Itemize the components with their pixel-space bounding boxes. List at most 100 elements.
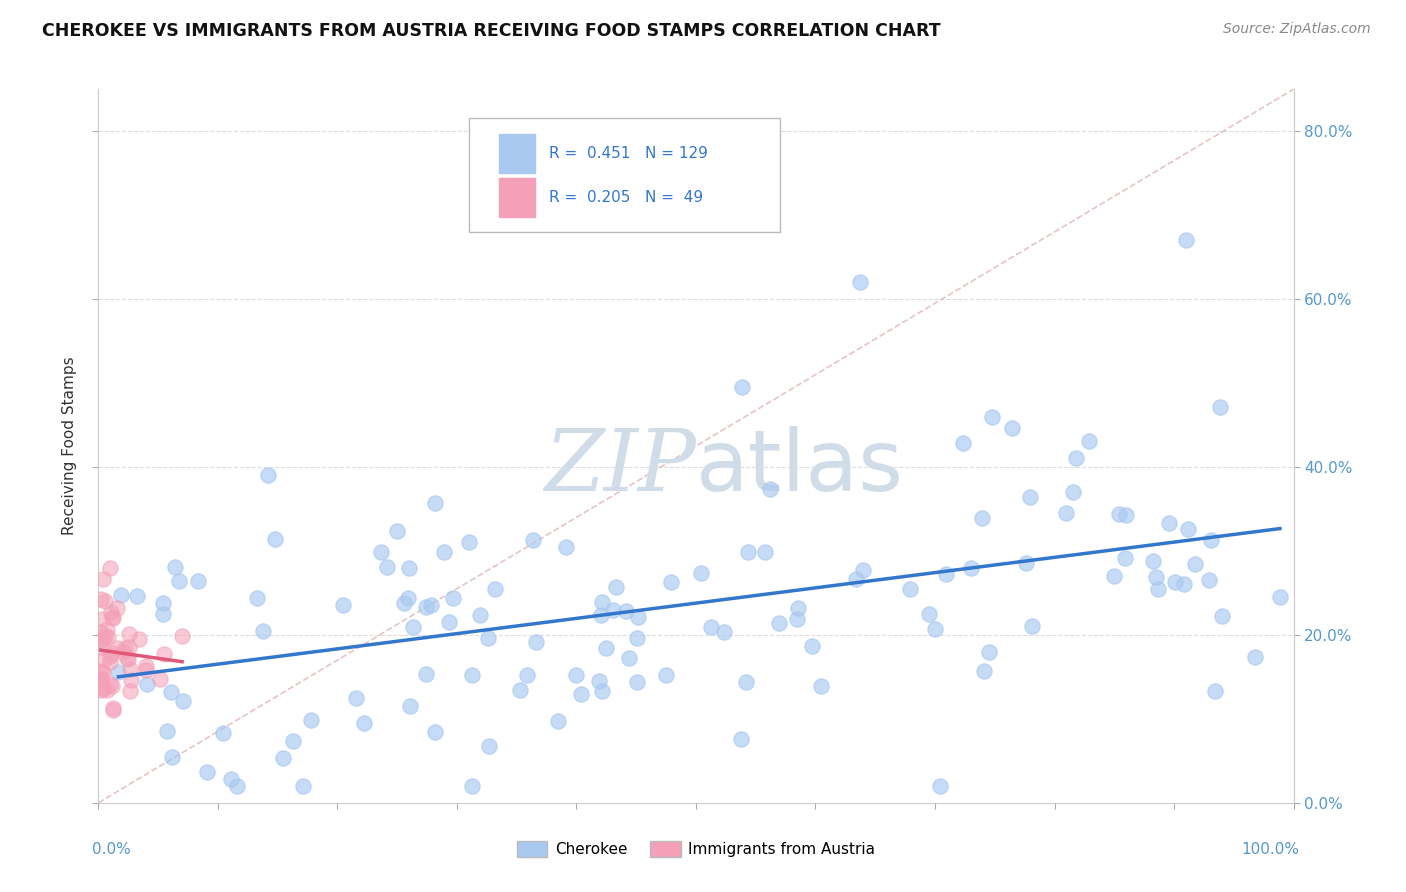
Point bbox=[394, 596, 416, 610]
Point bbox=[96, 683, 118, 698]
Point bbox=[90, 591, 112, 606]
Point bbox=[93, 594, 115, 608]
Point bbox=[461, 668, 484, 682]
Point bbox=[149, 673, 172, 687]
Point bbox=[96, 622, 118, 636]
Point bbox=[257, 468, 280, 483]
Point bbox=[1019, 490, 1042, 504]
Point bbox=[246, 591, 269, 606]
Point bbox=[91, 665, 114, 680]
Point bbox=[800, 639, 823, 653]
Point bbox=[977, 645, 1000, 659]
Point bbox=[225, 779, 247, 793]
Point bbox=[90, 680, 112, 694]
Point bbox=[402, 620, 425, 634]
Point bbox=[554, 540, 576, 554]
Point bbox=[91, 632, 114, 647]
Point bbox=[90, 664, 112, 678]
Point bbox=[852, 563, 875, 577]
Point bbox=[713, 624, 735, 639]
Point bbox=[100, 646, 122, 660]
Point bbox=[509, 683, 531, 698]
Point bbox=[399, 698, 422, 713]
Point bbox=[425, 496, 447, 510]
Point bbox=[1184, 557, 1206, 571]
Text: R =  0.451   N = 129: R = 0.451 N = 129 bbox=[548, 145, 707, 161]
Point bbox=[1211, 608, 1233, 623]
Point bbox=[98, 655, 121, 669]
Point bbox=[163, 560, 186, 574]
Point bbox=[97, 630, 120, 644]
Point bbox=[118, 662, 141, 676]
Point bbox=[415, 666, 437, 681]
Point bbox=[484, 582, 506, 596]
Point bbox=[1115, 508, 1137, 522]
Point bbox=[152, 596, 174, 610]
Point bbox=[105, 600, 128, 615]
Point bbox=[591, 595, 613, 609]
Point bbox=[1208, 401, 1230, 415]
Point bbox=[332, 598, 354, 612]
Point bbox=[470, 607, 492, 622]
Point bbox=[90, 632, 112, 647]
Point bbox=[478, 739, 501, 753]
Text: 0.0%: 0.0% bbox=[93, 842, 131, 857]
Point bbox=[90, 640, 112, 654]
Point bbox=[1054, 506, 1077, 520]
Point bbox=[1157, 516, 1180, 531]
Point bbox=[595, 641, 617, 656]
Point bbox=[101, 703, 124, 717]
Point bbox=[398, 561, 420, 575]
Point bbox=[1199, 533, 1222, 548]
Point bbox=[849, 275, 872, 289]
Point bbox=[118, 640, 141, 654]
Point bbox=[90, 672, 112, 686]
Point bbox=[292, 779, 315, 793]
Point bbox=[135, 663, 157, 677]
Text: CHEROKEE VS IMMIGRANTS FROM AUSTRIA RECEIVING FOOD STAMPS CORRELATION CHART: CHEROKEE VS IMMIGRANTS FROM AUSTRIA RECE… bbox=[42, 22, 941, 40]
Point bbox=[160, 685, 183, 699]
Point bbox=[152, 607, 174, 622]
Point bbox=[195, 764, 218, 779]
Point bbox=[689, 566, 711, 581]
Point bbox=[90, 672, 112, 686]
Text: ZIP: ZIP bbox=[544, 426, 696, 508]
Point bbox=[90, 625, 112, 640]
Point bbox=[547, 714, 569, 728]
Point bbox=[516, 668, 538, 682]
Point bbox=[1144, 569, 1167, 583]
Point bbox=[928, 779, 950, 793]
Point bbox=[569, 687, 592, 701]
Point bbox=[759, 483, 782, 497]
Point bbox=[100, 605, 122, 619]
Point bbox=[91, 572, 114, 586]
Point bbox=[1198, 573, 1220, 587]
Point bbox=[565, 668, 588, 682]
Legend: Cherokee, Immigrants from Austria: Cherokee, Immigrants from Austria bbox=[510, 835, 882, 863]
Point bbox=[120, 673, 142, 688]
Point bbox=[659, 574, 682, 589]
Point bbox=[731, 380, 754, 394]
Point bbox=[614, 604, 637, 618]
Point bbox=[924, 622, 946, 636]
Point bbox=[118, 684, 141, 698]
Point bbox=[100, 679, 122, 693]
Point bbox=[605, 580, 627, 594]
Point bbox=[786, 601, 808, 615]
Point bbox=[344, 690, 367, 705]
Point bbox=[617, 651, 640, 665]
Point bbox=[91, 681, 114, 696]
Point bbox=[98, 560, 122, 574]
Point bbox=[1066, 451, 1088, 466]
Point bbox=[128, 632, 150, 646]
Bar bbox=[499, 134, 534, 173]
Point bbox=[1204, 684, 1226, 698]
Point bbox=[425, 725, 447, 739]
Point bbox=[591, 607, 613, 622]
Point bbox=[283, 733, 305, 747]
Point bbox=[98, 677, 121, 691]
Point bbox=[101, 610, 124, 624]
Point bbox=[588, 674, 610, 689]
Text: 100.0%: 100.0% bbox=[1241, 842, 1299, 857]
Point bbox=[263, 532, 285, 546]
